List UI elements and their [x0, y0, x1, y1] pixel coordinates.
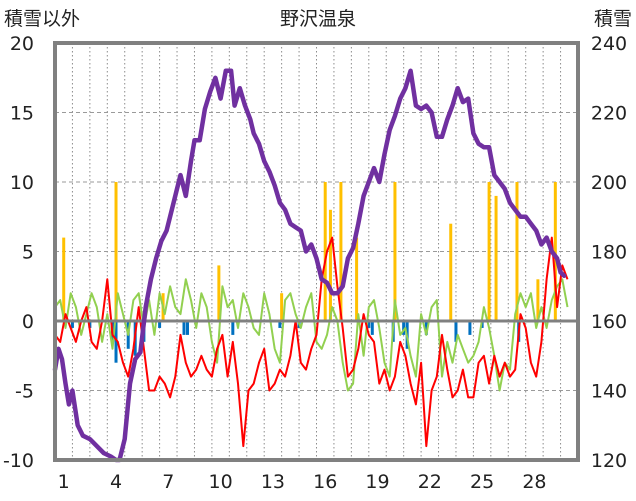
snow-change-bar: [278, 321, 282, 328]
line-layer: [52, 68, 578, 463]
left-tick-label: 5: [22, 242, 34, 264]
right-tick-label: 160: [591, 311, 627, 333]
precip-bar: [487, 182, 491, 321]
precip-bar: [62, 237, 66, 321]
snow-change-bar: [158, 321, 162, 328]
x-tick-label: 10: [209, 471, 233, 493]
frame-rect: [53, 41, 580, 462]
x-tick-label: 4: [110, 471, 122, 493]
plot-frame: [53, 41, 580, 462]
precip-bar: [355, 237, 359, 321]
precip-bar: [536, 279, 540, 321]
left-tick-label: 0: [22, 311, 34, 333]
precip-bar: [217, 265, 221, 321]
left-tick-label: 10: [10, 172, 34, 194]
left-tick-label: -5: [15, 381, 34, 403]
snow-change-bar: [367, 321, 371, 328]
x-tick-label: 7: [162, 471, 174, 493]
right-tick-label: 120: [591, 450, 627, 472]
snow-change-bar: [468, 321, 472, 335]
x-tick-label: 16: [313, 471, 337, 493]
left-axis-label: 積雪以外: [4, 8, 80, 30]
snow-depth-line: [52, 68, 567, 463]
right-tick-label: 220: [591, 103, 627, 125]
right-tick-label: 240: [591, 33, 627, 55]
x-tick-label: 1: [58, 471, 70, 493]
right-axis-label: 積雪: [594, 8, 632, 30]
left-tick-label: -10: [3, 450, 34, 472]
right-tick-label: 140: [591, 381, 627, 403]
snow-change-bar: [370, 321, 374, 335]
snow-change-bar: [70, 321, 74, 328]
left-tick-label: 15: [10, 103, 34, 125]
temp-max-line: [54, 236, 569, 448]
snow-change-bar: [231, 321, 235, 335]
precip-bar: [328, 209, 332, 321]
x-tick-label: 25: [470, 471, 494, 493]
x-tick-label: 13: [261, 471, 285, 493]
snow-change-bar: [185, 321, 189, 335]
right-tick-label: 200: [591, 172, 627, 194]
precip-bar: [494, 195, 498, 321]
bar-layer: [62, 182, 557, 363]
precip-bar: [339, 182, 343, 321]
snow-change-bar: [114, 321, 118, 363]
precip-bar: [553, 182, 557, 321]
precip-bar: [449, 223, 453, 321]
precip-bar: [280, 293, 284, 321]
snow-change-bar: [454, 321, 458, 342]
snow-change-bar: [402, 321, 406, 335]
temp-min-line: [54, 278, 569, 392]
x-tick-label: 22: [418, 471, 442, 493]
snow-change-bar: [424, 321, 428, 335]
snow-change-bar: [182, 321, 186, 335]
grid: [55, 43, 578, 460]
chart-title: 野沢温泉: [280, 8, 356, 30]
precip-bar: [393, 182, 397, 321]
right-tick-label: 180: [591, 242, 627, 264]
precip-bar: [323, 182, 327, 321]
precip-bar: [515, 182, 519, 321]
tick-labels: 20 15 10 5 0 -5 -10 240 220 200 180 160 140 120 1 4 7 10 1…: [3, 33, 627, 493]
x-tick-label: 28: [522, 471, 546, 493]
x-tick-label: 19: [365, 471, 389, 493]
left-tick-label: 20: [10, 33, 34, 55]
precip-bar: [114, 182, 118, 321]
